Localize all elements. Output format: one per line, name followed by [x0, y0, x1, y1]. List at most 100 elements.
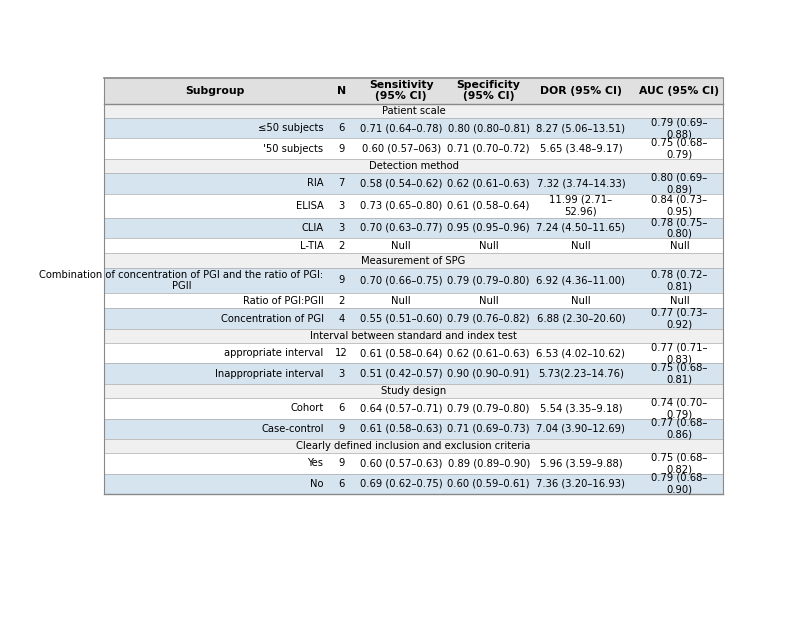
- Text: 0.80 (0.69–
0.89): 0.80 (0.69– 0.89): [651, 172, 708, 194]
- Text: Yes: Yes: [307, 458, 324, 468]
- Text: 0.78 (0.72–
0.81): 0.78 (0.72– 0.81): [651, 270, 708, 291]
- Text: 0.73 (0.65–0.80): 0.73 (0.65–0.80): [360, 201, 442, 211]
- Text: 0.71 (0.70–0.72): 0.71 (0.70–0.72): [447, 144, 530, 154]
- Text: ELISA: ELISA: [295, 201, 324, 211]
- Text: Subgroup: Subgroup: [186, 86, 245, 96]
- Text: 0.70 (0.66–0.75): 0.70 (0.66–0.75): [360, 275, 442, 285]
- Text: Null: Null: [571, 241, 591, 251]
- Text: Cohort: Cohort: [291, 403, 324, 413]
- Text: 0.78 (0.75–
0.80): 0.78 (0.75– 0.80): [651, 217, 708, 239]
- Text: 7.04 (3.90–12.69): 7.04 (3.90–12.69): [537, 424, 625, 434]
- Text: 3: 3: [339, 223, 345, 233]
- Text: 3: 3: [339, 369, 345, 379]
- Text: 0.79 (0.79–0.80): 0.79 (0.79–0.80): [447, 403, 530, 413]
- Text: 0.61 (0.58–0.63): 0.61 (0.58–0.63): [360, 424, 442, 434]
- Text: Null: Null: [479, 241, 499, 251]
- Text: 6.92 (4.36–11.00): 6.92 (4.36–11.00): [537, 275, 625, 285]
- Text: 9: 9: [338, 458, 345, 468]
- Text: 0.62 (0.61–0.63): 0.62 (0.61–0.63): [447, 179, 530, 188]
- Text: 0.58 (0.54–0.62): 0.58 (0.54–0.62): [360, 179, 442, 188]
- Bar: [104, 439, 723, 453]
- Bar: [104, 103, 723, 119]
- Bar: [104, 473, 723, 494]
- Text: 0.69 (0.62–0.75): 0.69 (0.62–0.75): [360, 478, 442, 488]
- Text: 9: 9: [338, 275, 345, 285]
- Bar: [104, 329, 723, 343]
- Text: Null: Null: [479, 296, 499, 306]
- Text: 0.75 (0.68–
0.79): 0.75 (0.68– 0.79): [651, 138, 708, 159]
- Text: 0.89 (0.89–0.90): 0.89 (0.89–0.90): [448, 458, 529, 468]
- Text: Clearly defined inclusion and exclusion criteria: Clearly defined inclusion and exclusion …: [296, 441, 531, 451]
- Text: Study design: Study design: [381, 386, 446, 396]
- Text: '50 subjects: '50 subjects: [263, 144, 324, 154]
- Text: AUC (95% CI): AUC (95% CI): [639, 86, 719, 96]
- Bar: [104, 253, 723, 268]
- Text: 0.60 (0.57–063): 0.60 (0.57–063): [362, 144, 441, 154]
- Text: 0.75 (0.68–
0.82): 0.75 (0.68– 0.82): [651, 453, 708, 474]
- Text: 7.36 (3.20–16.93): 7.36 (3.20–16.93): [537, 478, 625, 488]
- Text: Interval between standard and index test: Interval between standard and index test: [310, 331, 517, 341]
- Text: Specificity
(95% CI): Specificity (95% CI): [457, 80, 521, 102]
- Text: 4: 4: [339, 314, 345, 324]
- Text: 0.74 (0.70–
0.79): 0.74 (0.70– 0.79): [651, 398, 708, 419]
- Text: Null: Null: [391, 241, 411, 251]
- Bar: [104, 173, 723, 194]
- Text: 0.55 (0.51–0.60): 0.55 (0.51–0.60): [360, 314, 442, 324]
- Text: Patient scale: Patient scale: [382, 106, 445, 116]
- Text: RIA: RIA: [307, 179, 324, 188]
- Text: 0.71 (0.69–0.73): 0.71 (0.69–0.73): [447, 424, 530, 434]
- Text: 0.75 (0.68–
0.81): 0.75 (0.68– 0.81): [651, 363, 708, 384]
- Text: 0.80 (0.80–0.81): 0.80 (0.80–0.81): [448, 124, 529, 134]
- Text: 5.96 (3.59–9.88): 5.96 (3.59–9.88): [540, 458, 622, 468]
- Text: 2: 2: [338, 296, 345, 306]
- Bar: [104, 268, 723, 293]
- Text: 9: 9: [338, 424, 345, 434]
- Text: 0.60 (0.57–0.63): 0.60 (0.57–0.63): [360, 458, 442, 468]
- Text: 0.77 (0.73–
0.92): 0.77 (0.73– 0.92): [651, 308, 708, 329]
- Bar: [104, 238, 723, 253]
- Text: 11.99 (2.71–
52.96): 11.99 (2.71– 52.96): [550, 195, 613, 216]
- Text: 0.77 (0.68–
0.86): 0.77 (0.68– 0.86): [651, 418, 708, 440]
- Text: 0.60 (0.59–0.61): 0.60 (0.59–0.61): [447, 478, 530, 488]
- Bar: [104, 384, 723, 398]
- Text: 12: 12: [335, 349, 348, 358]
- Text: 9: 9: [338, 144, 345, 154]
- Text: 0.77 (0.71–
0.83): 0.77 (0.71– 0.83): [651, 342, 708, 364]
- Text: Case-control: Case-control: [261, 424, 324, 434]
- Bar: [104, 119, 723, 139]
- Bar: [104, 453, 723, 473]
- Text: 6.88 (2.30–20.60): 6.88 (2.30–20.60): [537, 314, 625, 324]
- Text: 0.70 (0.63–0.77): 0.70 (0.63–0.77): [360, 223, 442, 233]
- Text: Null: Null: [391, 296, 411, 306]
- Bar: [104, 308, 723, 329]
- Text: 0.79 (0.69–
0.88): 0.79 (0.69– 0.88): [651, 117, 708, 139]
- Text: 6.53 (4.02–10.62): 6.53 (4.02–10.62): [537, 349, 625, 358]
- Text: 6: 6: [338, 403, 345, 413]
- Text: 0.71 (0.64–0.78): 0.71 (0.64–0.78): [360, 124, 442, 134]
- Text: 6: 6: [338, 124, 345, 134]
- Bar: [104, 159, 723, 173]
- Text: 5.65 (3.48–9.17): 5.65 (3.48–9.17): [540, 144, 622, 154]
- Text: 0.84 (0.73–
0.95): 0.84 (0.73– 0.95): [651, 195, 708, 216]
- Text: Detection method: Detection method: [369, 161, 458, 171]
- Text: DOR (95% CI): DOR (95% CI): [540, 86, 622, 96]
- Bar: [104, 364, 723, 384]
- Bar: [104, 218, 723, 238]
- Text: 6: 6: [338, 478, 345, 488]
- Text: N: N: [337, 86, 346, 96]
- Text: Ratio of PGI:PGII: Ratio of PGI:PGII: [243, 296, 324, 306]
- Text: Combination of concentration of PGI and the ratio of PGI:
PGII: Combination of concentration of PGI and …: [40, 270, 324, 291]
- Text: 0.62 (0.61–0.63): 0.62 (0.61–0.63): [447, 349, 530, 358]
- Text: 0.61 (0.58–0.64): 0.61 (0.58–0.64): [360, 349, 442, 358]
- Text: 5.54 (3.35–9.18): 5.54 (3.35–9.18): [540, 403, 622, 413]
- Text: 0.61 (0.58–0.64): 0.61 (0.58–0.64): [447, 201, 530, 211]
- Text: Null: Null: [571, 296, 591, 306]
- Bar: [104, 78, 723, 103]
- Text: 0.64 (0.57–0.71): 0.64 (0.57–0.71): [360, 403, 442, 413]
- Text: 2: 2: [338, 241, 345, 251]
- Bar: [104, 418, 723, 439]
- Text: 5.73(2.23–14.76): 5.73(2.23–14.76): [538, 369, 624, 379]
- Bar: [104, 194, 723, 218]
- Text: Inappropriate interval: Inappropriate interval: [215, 369, 324, 379]
- Text: CLIA: CLIA: [301, 223, 324, 233]
